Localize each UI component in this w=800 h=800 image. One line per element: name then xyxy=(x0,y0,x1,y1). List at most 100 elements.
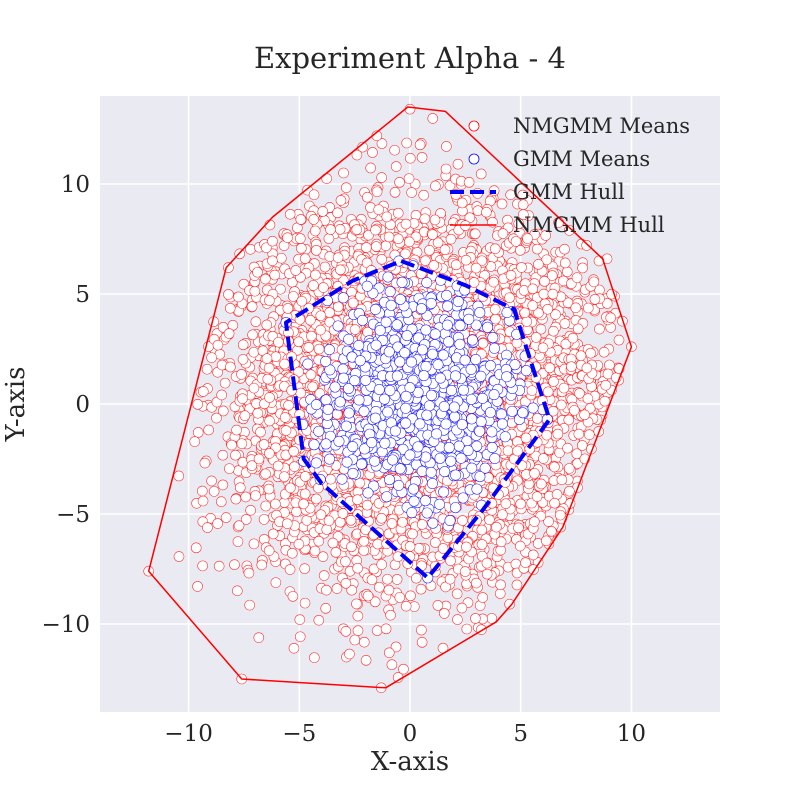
scatter-point xyxy=(305,314,316,326)
scatter-point xyxy=(253,632,265,643)
scatter-point xyxy=(349,634,361,646)
scatter-point xyxy=(331,583,343,594)
scatter-point xyxy=(475,168,487,180)
scatter-point xyxy=(351,224,363,235)
scatter-point xyxy=(572,323,584,335)
scatter-point xyxy=(457,515,468,526)
scatter-point xyxy=(340,182,352,193)
scatter-point xyxy=(511,579,523,591)
scatter-point xyxy=(315,509,327,520)
scatter-point xyxy=(313,535,325,547)
scatter-point xyxy=(295,214,307,225)
scatter-point xyxy=(173,551,185,562)
scatter-point xyxy=(504,598,515,610)
scatter-point xyxy=(389,187,401,198)
scatter-point xyxy=(230,493,242,505)
scatter-point xyxy=(383,231,395,243)
scatter-point xyxy=(358,636,370,648)
scatter-point xyxy=(299,471,311,482)
scatter-point xyxy=(306,330,317,342)
scatter-point xyxy=(293,538,305,550)
scatter-point xyxy=(581,240,592,251)
scatter-point xyxy=(213,560,225,572)
scatter-point xyxy=(289,461,300,472)
scatter-point xyxy=(392,207,404,219)
scatter-point xyxy=(269,269,281,281)
scatter-point xyxy=(567,332,579,344)
scatter-point xyxy=(581,362,593,374)
scatter-point xyxy=(583,302,594,314)
scatter-point xyxy=(237,393,248,404)
scatter-point xyxy=(190,542,202,554)
scatter-point xyxy=(502,445,514,457)
scatter-point xyxy=(400,218,412,230)
scatter-point xyxy=(420,255,431,266)
scatter-point xyxy=(546,270,558,281)
scatter-point xyxy=(239,410,251,422)
scatter-point xyxy=(240,491,252,503)
scatter-point xyxy=(389,144,400,156)
scatter-point xyxy=(604,359,615,371)
scatter-point xyxy=(323,233,335,244)
scatter-point xyxy=(360,655,372,666)
scatter-point xyxy=(245,504,256,516)
scatter-point xyxy=(335,195,347,206)
scatter-point xyxy=(440,163,452,175)
scatter-point xyxy=(308,189,320,201)
scatter-point xyxy=(225,361,236,373)
scatter-point xyxy=(223,289,234,300)
scatter-point xyxy=(340,578,352,589)
scatter-point xyxy=(334,224,346,235)
scatter-point xyxy=(256,559,268,571)
scatter-point xyxy=(550,309,561,320)
scatter-point xyxy=(284,564,296,575)
scatter-point xyxy=(544,362,556,374)
scatter-point xyxy=(593,255,605,267)
scatter-point xyxy=(197,560,208,572)
scatter-point xyxy=(543,516,554,527)
scatter-point xyxy=(293,366,304,378)
scatter-point xyxy=(429,214,441,226)
scatter-point xyxy=(573,428,585,440)
scatter-point xyxy=(386,518,398,529)
scatter-point xyxy=(344,648,355,660)
scatter-point xyxy=(223,328,235,339)
scatter-point xyxy=(361,499,373,511)
scatter-point xyxy=(199,457,211,469)
scatter-point xyxy=(376,138,388,149)
scatter-point xyxy=(351,598,362,610)
scatter-point xyxy=(530,332,542,343)
scatter-point xyxy=(340,556,351,567)
scatter-point xyxy=(288,291,299,302)
scatter-point xyxy=(267,235,278,247)
scatter-point xyxy=(476,255,488,267)
scatter-point xyxy=(570,302,582,314)
scatter-point xyxy=(371,625,383,636)
scatter-point xyxy=(332,252,344,263)
scatter-point xyxy=(323,515,335,527)
scatter-point xyxy=(424,245,435,256)
scatter-point xyxy=(535,323,547,335)
scatter-point xyxy=(305,369,317,380)
scatter-point xyxy=(556,399,567,411)
scatter-point xyxy=(551,489,563,500)
scatter-point xyxy=(418,189,430,201)
scatter-point xyxy=(477,592,489,603)
scatter-point xyxy=(330,547,342,558)
scatter-point xyxy=(538,453,549,464)
scatter-point xyxy=(288,642,300,654)
scatter-point xyxy=(366,574,378,586)
scatter-point xyxy=(407,528,418,540)
scatter-point xyxy=(564,485,575,497)
scatter-point xyxy=(549,497,560,509)
scatter-point xyxy=(569,405,580,416)
scatter-point xyxy=(516,262,527,273)
scatter-point xyxy=(308,214,320,225)
scatter-point xyxy=(338,167,349,179)
scatter-point xyxy=(290,265,302,276)
scatter-point xyxy=(419,213,431,225)
scatter-point xyxy=(315,310,327,322)
scatter-point xyxy=(264,415,275,427)
scatter-point xyxy=(287,591,299,602)
scatter-point xyxy=(217,405,229,417)
